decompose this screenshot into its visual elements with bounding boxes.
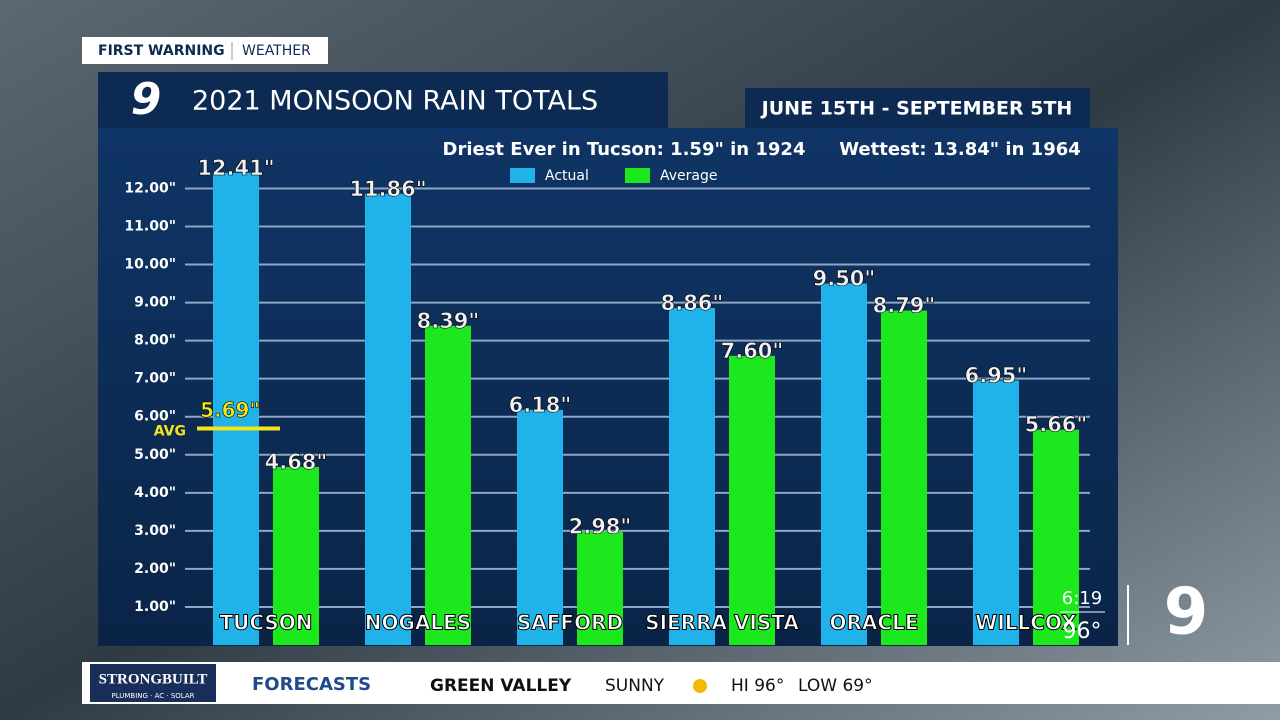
chart-title: 2021 MONSOON RAIN TOTALS (192, 86, 598, 117)
bar (273, 466, 319, 645)
x-tick-label: NOGALES (365, 611, 471, 635)
bar (365, 193, 411, 645)
y-tick-label: 5.00" (134, 447, 176, 463)
y-tick-label: 7.00" (134, 371, 176, 387)
title-bar (98, 72, 668, 128)
y-tick-label: 11.00" (124, 218, 176, 234)
y-tick-label: 8.00" (134, 333, 176, 349)
x-tick-label: TUCSON (219, 611, 312, 635)
y-tick-label: 1.00" (134, 599, 176, 615)
value-label: 11.86" (349, 177, 426, 201)
ticker-location: GREEN VALLEY (430, 676, 572, 696)
value-label: 8.39" (417, 309, 480, 333)
y-tick-label: 4.00" (134, 485, 176, 501)
x-tick-label: SAFFORD (517, 611, 623, 635)
y-tick-label: 9.00" (134, 295, 176, 311)
clock-temperature: 96° (1063, 619, 1102, 644)
y-tick-label: 6.00" (134, 409, 176, 425)
bar (669, 307, 715, 645)
bar (517, 409, 563, 645)
chart-subtitle: JUNE 15TH - SEPTEMBER 5TH (760, 98, 1073, 120)
date-box (745, 88, 1090, 128)
x-tick-label: WILLCOX (975, 611, 1077, 635)
brand-tag (82, 37, 328, 64)
annotation: Driest Ever in Tucson: 1.59" in 1924 (443, 139, 806, 160)
value-label: 7.60" (721, 339, 784, 363)
brand-section: WEATHER (242, 43, 311, 59)
bar (213, 172, 259, 645)
reference-value-label: 5.69" (200, 398, 260, 422)
y-tick-label: 10.00" (124, 257, 176, 273)
plot: 1.00" 2.00" 3.00" 4.00" 5.00" 6.00" 7.00" 8.00"… (124, 156, 1090, 645)
bar (1033, 429, 1079, 645)
annotation: Wettest: 13.84" in 1964 (839, 139, 1081, 160)
sponsor-tagline: PLUMBING · AC · SOLAR (111, 692, 194, 700)
ticker-low: LOW 69° (798, 676, 873, 696)
y-tick-label: 12.00" (124, 180, 176, 196)
brand: FIRST WARNING (98, 43, 225, 59)
sponsor-logo (90, 664, 216, 702)
y-tick-label: 2.00" (134, 561, 176, 577)
ticker-high: HI 96° (731, 676, 784, 696)
clock-time: 6:19 (1062, 588, 1102, 609)
bar (881, 310, 927, 645)
bar (577, 531, 623, 645)
legend-label: Actual (545, 168, 589, 184)
ticker-condition: SUNNY (605, 676, 665, 696)
channel-logo: 9 (131, 74, 162, 125)
ticker-bar (82, 662, 1280, 704)
legend-label: Average (660, 168, 718, 184)
bar (973, 380, 1019, 645)
bar (821, 283, 867, 645)
value-label: 6.18" (509, 393, 572, 417)
value-label: 6.95" (965, 364, 1028, 388)
y-tick-label: 3.00" (134, 523, 176, 539)
legend-swatch (510, 168, 535, 183)
value-label: 4.68" (265, 450, 328, 474)
value-label: 5.66" (1025, 413, 1088, 437)
value-label: 2.98" (569, 515, 632, 539)
sun-icon (693, 679, 707, 693)
bar (425, 325, 471, 645)
station-logo: 9 (1164, 576, 1209, 650)
ticker-section: FORECASTS (252, 674, 371, 695)
value-label: 8.79" (873, 294, 936, 318)
x-tick-label: ORACLE (830, 611, 919, 635)
legend-swatch (625, 168, 650, 183)
value-label: 9.50" (813, 267, 876, 291)
value-label: 8.86" (661, 291, 724, 315)
bar (729, 355, 775, 645)
value-label: 12.41" (197, 156, 274, 180)
sponsor: STRONGBUILT (99, 671, 208, 687)
reference-label: AVG (154, 424, 186, 440)
x-tick-label: SIERRA VISTA (645, 611, 799, 635)
